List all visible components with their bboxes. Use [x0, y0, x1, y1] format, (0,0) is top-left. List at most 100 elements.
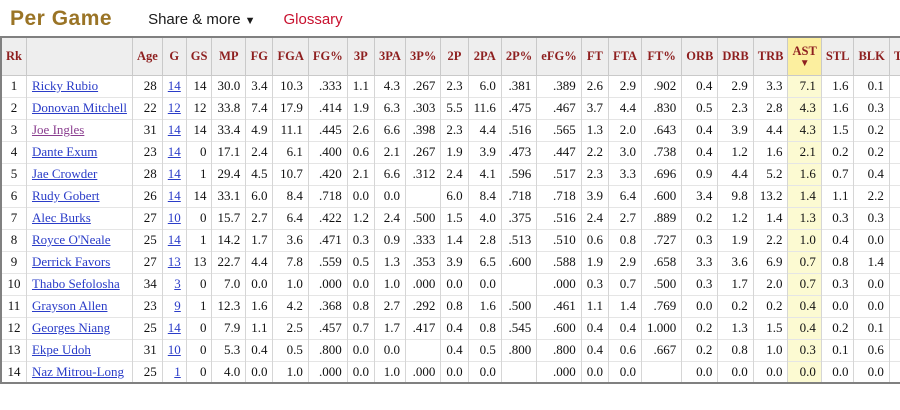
- player-link[interactable]: Royce O'Neale: [31, 232, 111, 247]
- player-link[interactable]: Thabo Sefolosha: [31, 276, 120, 291]
- stat-cell-FT: 3.9: [580, 184, 609, 207]
- stat-cell-TRB: 3.3: [752, 74, 789, 97]
- col-header-FT%[interactable]: FT%: [641, 36, 683, 76]
- games-link[interactable]: 1: [174, 363, 181, 379]
- col-header-FT[interactable]: FT: [580, 36, 609, 76]
- stat-cell-GS: 0: [185, 338, 213, 361]
- col-header-FG[interactable]: FG: [245, 36, 274, 76]
- stat-cell-FT%: .902: [641, 74, 683, 97]
- table-row: 8 Royce O'Neale 25 14 1 14.2 1.7 3.6.471 0.3 0.9.…: [0, 228, 900, 251]
- col-header-FGA[interactable]: FGA: [272, 36, 309, 76]
- col-header-2P%[interactable]: 2P%: [500, 36, 538, 76]
- col-header-eFG%[interactable]: eFG%: [536, 36, 582, 76]
- col-header-ORB[interactable]: ORB: [681, 36, 719, 76]
- col-header-3P[interactable]: 3P: [346, 36, 375, 76]
- table-toolbar: Per Game Share & more ▼ Glossary: [0, 0, 900, 36]
- stat-cell-DRB: 1.7: [717, 272, 754, 295]
- player-link[interactable]: Ricky Rubio: [31, 78, 99, 93]
- games-link[interactable]: 3: [174, 276, 181, 291]
- stat-cell-GS: 0: [185, 360, 213, 383]
- stat-cell-2PA: 6.0: [467, 74, 502, 97]
- games-link[interactable]: 14: [167, 122, 181, 137]
- stat-cell-FG%: .800: [307, 338, 348, 361]
- player-link[interactable]: Donovan Mitchell: [31, 100, 127, 115]
- stat-cell-FT%: .830: [641, 96, 683, 119]
- stat-cell-3P: 0.7: [346, 316, 375, 339]
- table-row: 7 Alec Burks 27 10 0 15.7 2.7 6.4.422 1.2 2.4.500…: [0, 206, 900, 229]
- col-header-G[interactable]: G: [161, 36, 187, 76]
- player-link[interactable]: Jae Crowder: [31, 166, 98, 181]
- stat-cell-GS: 14: [185, 74, 213, 97]
- stat-cell-Age: 26: [131, 184, 163, 207]
- share-more-dropdown[interactable]: Share & more ▼: [148, 11, 255, 28]
- stat-cell-G: 10: [161, 206, 187, 229]
- player-link[interactable]: Grayson Allen: [31, 298, 108, 313]
- stat-cell-FGA: 0.5: [272, 338, 309, 361]
- stat-cell-FT: 2.3: [580, 162, 609, 185]
- col-header-STL[interactable]: STL: [820, 36, 855, 76]
- stat-cell-2P%: .500: [500, 294, 538, 317]
- stat-cell-BLK: 0.2: [853, 118, 890, 141]
- col-header-MP[interactable]: MP: [211, 36, 247, 76]
- games-link[interactable]: 10: [167, 210, 181, 225]
- stat-cell-FG%: .000: [307, 272, 348, 295]
- stat-cell-BLK: 0.3: [853, 206, 890, 229]
- games-link[interactable]: 14: [167, 320, 181, 335]
- player-link[interactable]: Joe Ingles: [31, 122, 85, 137]
- stat-cell-MP: 33.4: [211, 118, 247, 141]
- col-header-2P[interactable]: 2P: [440, 36, 469, 76]
- player-link[interactable]: Ekpe Udoh: [31, 342, 91, 357]
- col-header-3P%[interactable]: 3P%: [404, 36, 442, 76]
- col-header-DRB[interactable]: DRB: [717, 36, 754, 76]
- stat-cell-TOV: 0.6: [888, 206, 900, 229]
- stat-cell-G: 14: [161, 228, 187, 251]
- player-cell: Donovan Mitchell: [25, 96, 133, 119]
- player-link[interactable]: Derrick Favors: [31, 254, 111, 269]
- games-link[interactable]: 14: [167, 188, 181, 203]
- col-header-AST[interactable]: AST ▼: [787, 36, 822, 76]
- games-link[interactable]: 9: [174, 298, 181, 313]
- stat-cell-2PA: 4.4: [467, 118, 502, 141]
- stat-cell-DRB: 0.2: [717, 294, 754, 317]
- stat-cell-BLK: 0.1: [853, 74, 890, 97]
- games-link[interactable]: 14: [167, 232, 181, 247]
- games-link[interactable]: 10: [167, 342, 181, 357]
- stat-cell-BLK: 0.3: [853, 96, 890, 119]
- stat-cell-2P: 2.4: [440, 162, 469, 185]
- games-link[interactable]: 13: [167, 254, 181, 269]
- stat-cell-3PA: 1.7: [373, 316, 406, 339]
- col-header-GS[interactable]: GS: [185, 36, 213, 76]
- player-link[interactable]: Alec Burks: [31, 210, 91, 225]
- stat-cell-GS: 14: [185, 118, 213, 141]
- stat-cell-3PA: 6.6: [373, 162, 406, 185]
- player-link[interactable]: Georges Niang: [31, 320, 111, 335]
- player-link[interactable]: Dante Exum: [31, 144, 98, 159]
- glossary-link[interactable]: Glossary: [283, 10, 343, 28]
- stat-cell-3PA: 0.0: [373, 338, 406, 361]
- col-header-TOV[interactable]: TOV: [888, 36, 900, 76]
- col-header-FG%[interactable]: FG%: [307, 36, 348, 76]
- stat-cell-GS: 0: [185, 316, 213, 339]
- games-link[interactable]: 14: [167, 78, 181, 93]
- games-link[interactable]: 12: [167, 100, 181, 115]
- col-header-TRB[interactable]: TRB: [752, 36, 789, 76]
- stat-cell-STL: 0.2: [820, 140, 855, 163]
- col-header-BLK[interactable]: BLK: [853, 36, 890, 76]
- col-header-Age[interactable]: Age: [131, 36, 163, 76]
- player-link[interactable]: Naz Mitrou-Long: [31, 363, 125, 379]
- stat-cell-FG: 0.0: [245, 272, 274, 295]
- col-header-2PA[interactable]: 2PA: [467, 36, 502, 76]
- col-header-3PA[interactable]: 3PA: [373, 36, 406, 76]
- col-header-player[interactable]: [25, 36, 133, 76]
- col-header-Rk[interactable]: Rk: [0, 36, 27, 76]
- stat-cell-ORB: 0.4: [681, 140, 719, 163]
- stat-cell-3P%: .398: [404, 118, 442, 141]
- stat-cell-Age: 28: [131, 162, 163, 185]
- stat-cell-DRB: 1.9: [717, 228, 754, 251]
- games-link[interactable]: 14: [167, 166, 181, 181]
- games-link[interactable]: 14: [167, 144, 181, 159]
- col-header-FTA[interactable]: FTA: [607, 36, 643, 76]
- stat-cell-Age: 25: [131, 360, 163, 383]
- player-link[interactable]: Rudy Gobert: [31, 188, 100, 203]
- rank-cell: 14: [0, 360, 27, 383]
